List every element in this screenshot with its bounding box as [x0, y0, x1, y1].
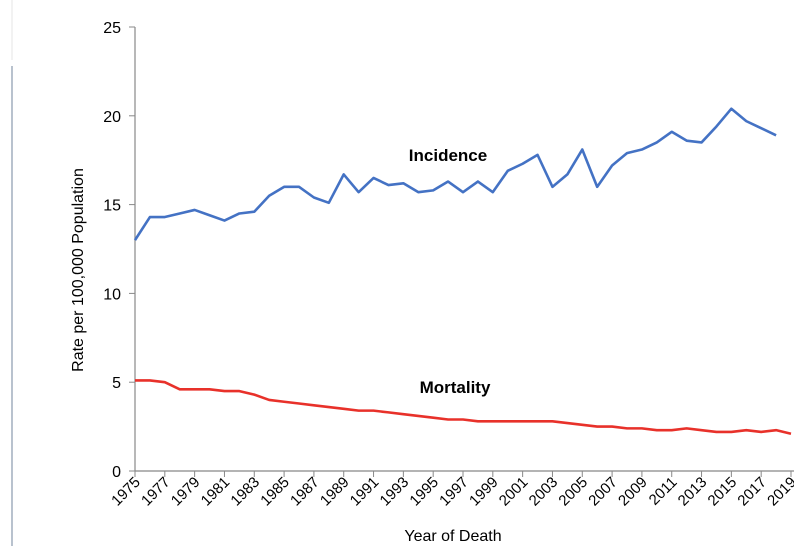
x-tick-label: 1999: [466, 474, 502, 510]
x-tick-label: 2013: [675, 474, 711, 510]
y-axis-title: Rate per 100,000 Population: [70, 168, 87, 372]
x-axis-title: Year of Death: [404, 528, 501, 545]
x-tick-label: 1981: [198, 474, 234, 510]
x-tick-label: 1985: [257, 474, 293, 510]
y-tick-label: 5: [112, 375, 121, 392]
x-tick-label: 2019: [764, 474, 794, 510]
x-tick-label: 2001: [496, 474, 532, 510]
y-tick-label: 10: [103, 286, 121, 303]
x-tick-label: 1991: [347, 474, 383, 510]
x-tick-label: 2003: [526, 474, 562, 510]
y-tick-label: 15: [103, 198, 121, 215]
series-label: Mortality: [420, 378, 491, 397]
x-tick-label: 2009: [615, 474, 651, 510]
x-tick-label: 2007: [585, 474, 621, 510]
x-tick-label: 1993: [377, 474, 413, 510]
x-tick-label: 2011: [646, 474, 681, 509]
y-tick-label: 0: [112, 464, 121, 481]
series-line: [135, 379, 792, 435]
x-tick-label: 2015: [705, 474, 741, 510]
x-tick-label: 1995: [406, 474, 442, 510]
y-tick-label: 20: [103, 109, 121, 126]
x-tick-label: 1989: [317, 474, 353, 510]
x-tick-label: 1987: [287, 474, 323, 510]
x-tick-label: 2017: [734, 474, 770, 510]
series-label: Incidence: [409, 146, 487, 165]
x-tick-label: 1983: [227, 474, 263, 510]
x-tick-label: 2005: [555, 474, 591, 510]
x-tick-label: 1977: [138, 474, 174, 510]
y-tick-label: 25: [103, 20, 121, 37]
series-line: [133, 107, 777, 241]
x-tick-label: 1997: [436, 474, 472, 510]
x-tick-label: 1979: [168, 474, 204, 510]
